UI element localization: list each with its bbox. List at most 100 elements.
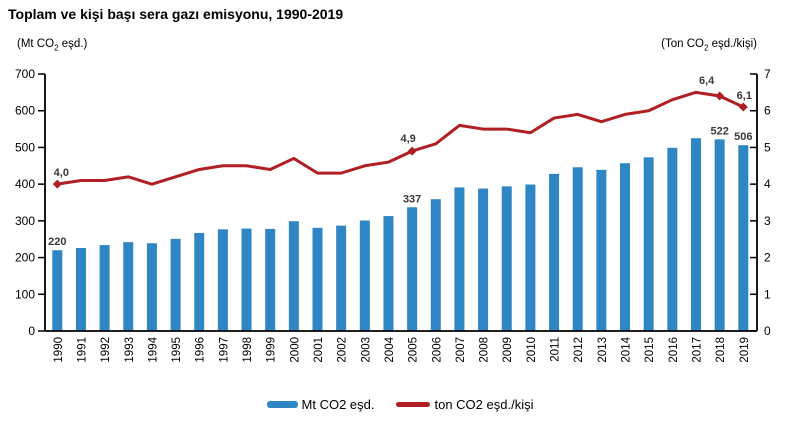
left-axis-tick-label: 600 — [15, 104, 35, 118]
left-axis-tick-label: 200 — [15, 251, 35, 265]
x-axis-label-1994: 1994 — [147, 336, 159, 362]
legend-item-bars: Mt CO2 eşd. — [266, 397, 375, 412]
x-axis-label-2012: 2012 — [573, 337, 585, 363]
x-axis-label-2015: 2015 — [644, 337, 656, 363]
bar-label-1990: 220 — [48, 236, 66, 248]
x-axis-label-2008: 2008 — [479, 337, 491, 363]
bar-1995 — [170, 238, 181, 331]
bar-2016 — [667, 147, 678, 331]
bar-2010 — [525, 184, 536, 331]
bar-2018 — [714, 139, 725, 331]
bar-1997 — [217, 229, 228, 331]
right-axis-unit-sub: 2 — [703, 43, 709, 53]
x-axis-label-2006: 2006 — [431, 337, 443, 363]
bar-2000 — [288, 221, 299, 331]
x-axis-label-2003: 2003 — [360, 337, 372, 363]
bar-2017 — [690, 138, 701, 331]
x-axis-label-2016: 2016 — [668, 337, 680, 363]
x-axis-label-2004: 2004 — [384, 336, 396, 362]
x-axis-label-2017: 2017 — [691, 337, 703, 363]
x-axis-label-1993: 1993 — [124, 337, 136, 363]
x-axis-label-2000: 2000 — [289, 337, 301, 363]
left-axis-tick-label: 700 — [15, 67, 35, 81]
bar-2019 — [738, 145, 749, 331]
line-marker-1990 — [52, 179, 62, 189]
bar-1999 — [265, 228, 276, 331]
right-axis-tick-label: 2 — [764, 251, 771, 265]
x-axis-label-2018: 2018 — [715, 337, 727, 363]
left-axis-unit-label: (Mt CO2 eşd.) — [17, 38, 87, 52]
right-axis-tick-label: 5 — [764, 140, 771, 154]
left-axis-unit-pre: (Mt CO — [17, 38, 55, 50]
line-label-2005: 4,9 — [400, 133, 415, 145]
bar-2008 — [478, 188, 489, 331]
bar-2014 — [620, 163, 631, 331]
bar-2001 — [312, 227, 323, 331]
line-label-2019: 6,1 — [737, 90, 752, 102]
right-axis-tick-label: 1 — [764, 287, 771, 301]
left-axis-unit-sub: 2 — [54, 43, 59, 53]
x-axis-label-2011: 2011 — [550, 337, 562, 362]
x-axis-label-2005: 2005 — [408, 337, 420, 363]
legend-label-bars: Mt CO2 eşd. — [301, 397, 375, 412]
x-axis-label-2007: 2007 — [455, 337, 467, 363]
x-axis-label-2013: 2013 — [597, 337, 609, 363]
right-axis-tick-label: 7 — [764, 67, 771, 81]
bar-1991 — [75, 248, 86, 331]
left-axis-tick-label: 300 — [15, 214, 35, 228]
x-axis-label-2001: 2001 — [313, 337, 325, 363]
bar-1994 — [146, 243, 157, 331]
bar-label-2018: 522 — [710, 125, 728, 137]
right-axis-tick-label: 0 — [764, 324, 771, 338]
line-series-swatch — [396, 402, 431, 407]
legend-label-line: ton CO2 eşd./kişi — [434, 397, 534, 412]
left-axis-tick-label: 100 — [15, 287, 35, 301]
bar-2009 — [501, 186, 512, 331]
bar-2004 — [383, 216, 394, 331]
bar-1998 — [241, 228, 252, 331]
bar-2015 — [643, 157, 654, 331]
x-axis-label-2010: 2010 — [526, 337, 538, 363]
right-axis-tick-label: 4 — [764, 177, 771, 191]
bar-label-2005: 337 — [403, 193, 421, 205]
line-label-2018: 6,4 — [699, 75, 715, 87]
bar-label-2019: 506 — [734, 131, 752, 143]
line-marker-2005 — [407, 146, 417, 156]
bar-2012 — [572, 167, 583, 331]
legend-item-line: ton CO2 eşd./kişi — [396, 397, 533, 412]
x-axis-label-1992: 1992 — [100, 337, 112, 363]
x-axis-label-1991: 1991 — [76, 337, 88, 363]
x-axis-label-1999: 1999 — [266, 337, 278, 363]
bar-2005 — [407, 207, 418, 331]
x-axis-label-1990: 1990 — [53, 337, 65, 363]
bar-1996 — [194, 232, 205, 331]
right-axis-tick-label: 3 — [764, 214, 771, 228]
chart-legend: Mt CO2 eşd. ton CO2 eşd./kişi — [0, 397, 800, 412]
right-axis-unit-pre: (Ton CO — [661, 38, 704, 50]
bar-1992 — [99, 245, 110, 331]
left-axis-tick-label: 400 — [15, 177, 35, 191]
bar-2003 — [359, 220, 370, 331]
left-axis-unit-post: eşd.) — [58, 38, 88, 50]
bar-2011 — [549, 173, 560, 331]
x-axis-label-1996: 1996 — [195, 337, 207, 363]
x-axis-label-2009: 2009 — [502, 337, 514, 363]
x-axis-label-2014: 2014 — [621, 336, 633, 362]
bar-2006 — [430, 199, 441, 331]
x-axis-label-1995: 1995 — [171, 337, 183, 363]
line-marker-2018 — [715, 91, 725, 101]
bar-2007 — [454, 187, 465, 331]
x-axis-label-2019: 2019 — [739, 337, 751, 363]
right-axis-unit-post: eşd./kişi) — [708, 38, 757, 50]
bar-1990 — [52, 250, 63, 331]
per-capita-line — [57, 90, 744, 186]
x-axis-label-2002: 2002 — [337, 337, 349, 363]
bar-2013 — [596, 169, 607, 331]
left-axis-tick-label: 0 — [28, 324, 35, 338]
chart-title: Toplam ve kişi başı sera gazı emisyonu, … — [8, 6, 344, 22]
line-marker-2019 — [738, 102, 748, 112]
bar-2002 — [336, 225, 347, 331]
right-axis-unit-label: (Ton CO2 eşd./kişi) — [661, 38, 757, 52]
x-axis-label-1998: 1998 — [242, 337, 254, 363]
